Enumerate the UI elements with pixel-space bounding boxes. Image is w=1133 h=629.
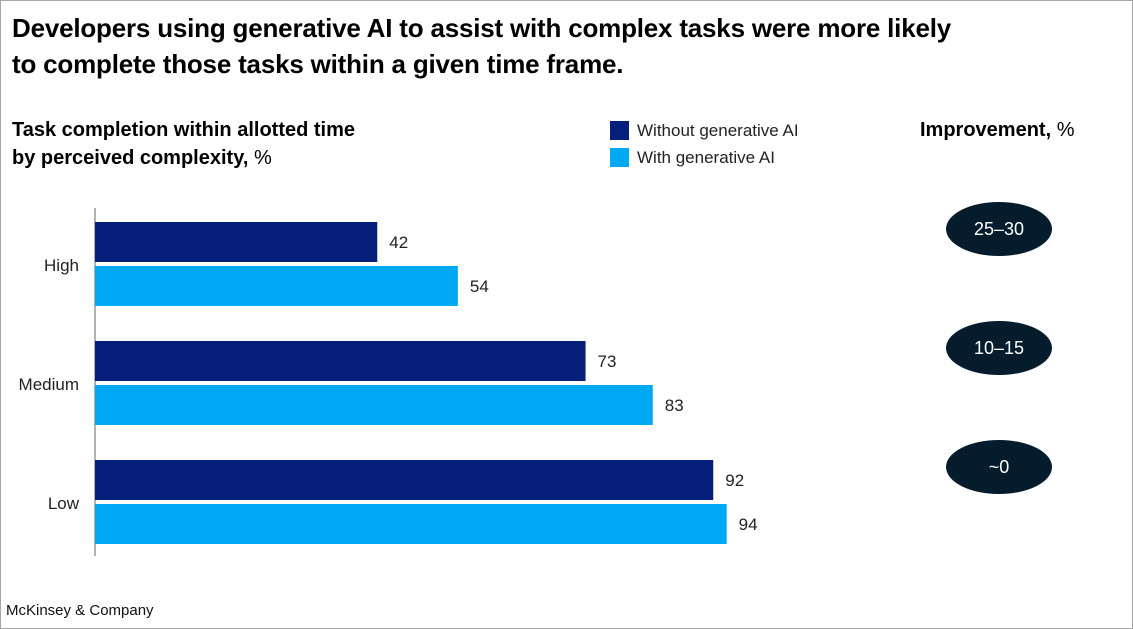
data-label-high-without-generative-ai: 42 [389, 233, 408, 252]
legend-label-without: Without generative AI [637, 121, 799, 140]
bar-high-with-generative-ai [95, 266, 458, 306]
subtitle-unit: % [253, 147, 272, 169]
title-line-2: to complete those tasks within a given t… [12, 49, 624, 79]
data-label-high-with-generative-ai: 54 [470, 277, 489, 296]
data-label-medium-without-generative-ai: 73 [598, 352, 617, 371]
legend-swatch-with [610, 148, 629, 167]
data-label-low-with-generative-ai: 94 [739, 515, 758, 534]
data-label-medium-with-generative-ai: 83 [665, 396, 684, 415]
improvement-header-label: Improvement, [920, 119, 1052, 141]
legend-item-without: Without generative AI [610, 117, 799, 144]
improvement-header: Improvement, % [920, 116, 1075, 144]
title-line-1: Developers using generative AI to assist… [12, 13, 951, 43]
legend: Without generative AI With generative AI [610, 117, 799, 171]
category-label-medium: Medium [19, 375, 79, 394]
chart-subtitle: Task completion within allotted time by … [12, 116, 355, 172]
improvement-pill-high: 25–30 [946, 202, 1052, 256]
bar-medium-with-generative-ai [95, 385, 653, 425]
chart-title: Developers using generative AI to assist… [12, 10, 951, 82]
improvement-pill-medium: 10–15 [946, 321, 1052, 375]
legend-item-with: With generative AI [610, 144, 799, 171]
category-label-low: Low [48, 494, 80, 513]
improvement-pill-low: ~0 [946, 440, 1052, 494]
subtitle-line-2: by perceived complexity, [12, 147, 249, 169]
improvement-header-unit: % [1056, 119, 1075, 141]
legend-label-with: With generative AI [637, 148, 775, 167]
footer-source: McKinsey & Company [6, 602, 154, 619]
category-label-high: High [44, 256, 79, 275]
bar-high-without-generative-ai [95, 222, 378, 262]
bar-medium-without-generative-ai [95, 341, 586, 381]
data-label-low-without-generative-ai: 92 [725, 471, 744, 490]
legend-swatch-without [610, 121, 629, 140]
bar-low-with-generative-ai [95, 504, 727, 544]
subtitle-line-1: Task completion within allotted time [12, 119, 355, 141]
bar-low-without-generative-ai [95, 460, 714, 500]
